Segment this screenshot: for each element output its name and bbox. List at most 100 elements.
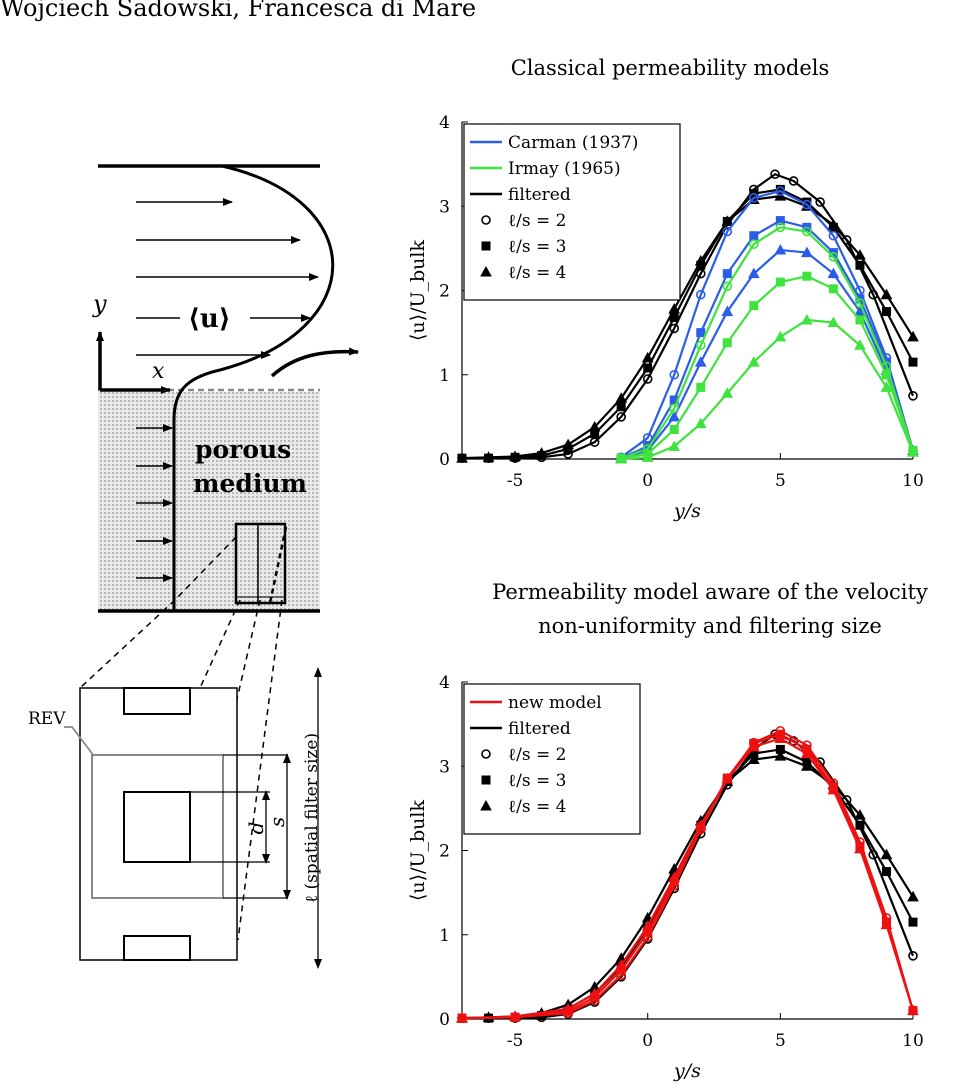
chart1-data-point (749, 193, 759, 203)
chart2-data-point (509, 1010, 521, 1021)
chart2-x-tick-label: -5 (507, 1031, 524, 1051)
chart2-title-line2: non-uniformity and filtering size (538, 614, 882, 638)
chart1-data-point (855, 315, 865, 325)
chart1-series-line (461, 195, 914, 460)
chart2-data-point (854, 809, 866, 820)
porous-velocity-arrows (136, 424, 173, 582)
chart1-legend-label: ℓ/s = 3 (508, 237, 566, 257)
chart2-data-point (774, 732, 787, 743)
s-label: s (265, 817, 289, 827)
chart2-data-point (456, 1012, 468, 1023)
zoom-top-solid (123, 687, 191, 715)
y-axis-label: y (92, 290, 107, 318)
chart1-data-point (641, 451, 654, 462)
chart1-data-point (749, 301, 759, 311)
chart1-data-point (643, 363, 653, 373)
chart1-data-point (722, 226, 733, 237)
chart2-y-tick-label: 3 (439, 757, 450, 777)
chart2-series-5 (456, 732, 919, 1023)
chart2-y-tick-label: 2 (439, 842, 450, 862)
chart1-data-point (722, 338, 732, 348)
rev-label: REV (28, 709, 66, 729)
chart2-legend-label: new model (508, 693, 602, 713)
chart1-y-tick-label: 2 (439, 282, 450, 302)
chart2-data-point (907, 890, 919, 902)
chart1-y-tick-label: 4 (439, 113, 450, 133)
chart2-legend-label: ℓ/s = 3 (508, 771, 566, 791)
chart2-data-point (827, 783, 840, 795)
chart2-x-tick-label: 5 (775, 1031, 786, 1051)
chart2-data-point (854, 842, 866, 854)
chart2-data-point (801, 760, 813, 771)
chart1-data-point (669, 369, 680, 380)
chart2-x-tick-label: 0 (642, 1031, 653, 1051)
mean-velocity-label: ⟨u⟩ (188, 304, 231, 334)
chart2-data-point (774, 750, 787, 761)
chart1-data-point (774, 244, 787, 255)
chart2-y-tick-label: 1 (439, 926, 450, 946)
chart1-data-point (642, 374, 653, 384)
chart1-data-point (802, 271, 812, 281)
chart1-data-point (775, 222, 786, 233)
porous-region (98, 392, 320, 611)
chart1-data-point (696, 328, 706, 338)
porous-label-line1: porous (195, 435, 291, 464)
chart1-data-point (788, 176, 799, 186)
chart2-legend: new model filtered ℓ/s = 2 ℓ/s = 3 ℓ/s = 4 (463, 683, 641, 835)
chart1-series-line (621, 275, 915, 460)
chart1-data-point (802, 199, 812, 210)
chart1-data-point (509, 450, 521, 461)
chart1-legend-marker (480, 265, 492, 277)
chart1-data-point (669, 323, 680, 334)
chart1-data-point (880, 381, 893, 392)
chart2-data-point (908, 917, 918, 927)
chart1-data-point (815, 197, 825, 207)
chart1-data-point (908, 357, 918, 367)
chart1-data-point (855, 260, 865, 270)
chart1-legend-label: Carman (1937) (508, 133, 638, 153)
chart1-data-point (827, 218, 840, 230)
chart2-x-tick-label: 10 (902, 1031, 924, 1051)
chart1-data-point (722, 281, 733, 292)
chart1-data-point (775, 186, 786, 196)
chart1-data-point (535, 447, 548, 458)
chart2-y-tick-label: 0 (439, 1010, 450, 1030)
chart2-data-point (881, 867, 891, 877)
chart2-data-point (801, 747, 813, 759)
chart1-data-point (801, 313, 813, 325)
chart1-legend-label: ℓ/s = 2 (508, 211, 566, 231)
chart1-x-tick-label: 5 (775, 471, 786, 491)
chart1-data-point (721, 305, 734, 317)
chart1-legend-box (463, 123, 681, 301)
chart1-legend-marker (481, 215, 491, 225)
chart1-data-point (668, 303, 681, 314)
chart1-data-point (747, 267, 760, 279)
outflow-arrow (270, 347, 359, 378)
chart1-y-tick-label: 0 (439, 450, 450, 470)
d-label: d (244, 822, 268, 835)
chart1-data-point (616, 402, 626, 412)
chart1-data-point (615, 392, 628, 403)
chart1-data-point (881, 370, 891, 380)
chart1-y-axis-label: ⟨u⟩/U_bulk (407, 240, 429, 341)
channel-velocity-arrows (136, 198, 319, 359)
chart1-data-point (722, 269, 732, 279)
velocity-profile-curve (172, 164, 335, 611)
chart1-legend-label: Irmay (1965) (508, 159, 621, 179)
chart1-data-point (695, 289, 706, 300)
chart1-data-point (828, 252, 839, 262)
chart1-data-point (854, 339, 866, 350)
chart1-data-point (749, 231, 759, 241)
chart1-data-point (695, 340, 706, 351)
chart1-data-point (774, 330, 787, 342)
chart2-data-point (588, 987, 601, 999)
chart2-legend-marker (481, 749, 491, 759)
rev-box (91, 754, 224, 899)
chart1-data-point (747, 356, 760, 367)
chart1-legend-label: filtered (508, 185, 571, 205)
chart1-data-point (880, 288, 893, 300)
chart2-legend-label: ℓ/s = 2 (508, 745, 566, 765)
chart-new-model: -5 0 5 10 0 1 2 3 4 y/s ⟨u⟩/U_bulk new model filtere… (407, 673, 924, 1082)
chart1-data-point (588, 420, 601, 432)
chart2-data-point (880, 918, 893, 930)
